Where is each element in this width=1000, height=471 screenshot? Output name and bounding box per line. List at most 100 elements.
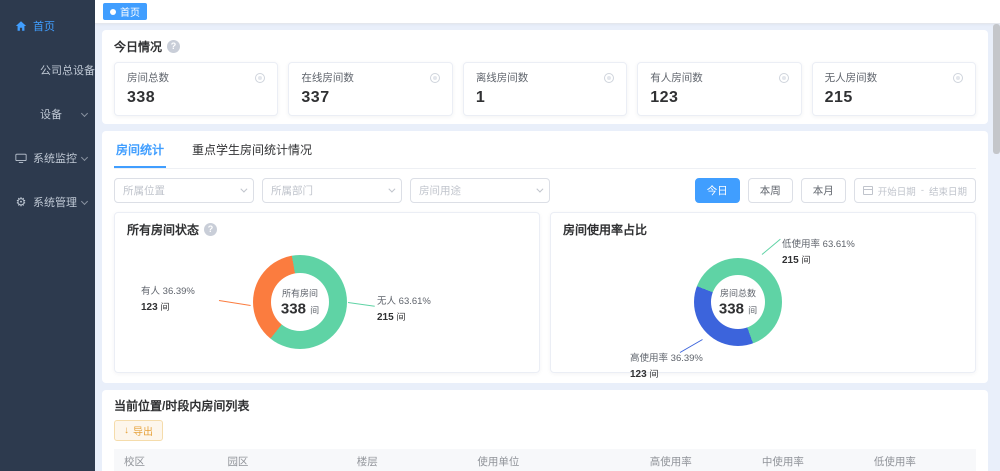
- usage-rate-chart: 房间总数 338 间 低使用率 63.61% 215 间 高使用率 36.39%: [563, 238, 963, 380]
- stats-tabs: 房间统计 重点学生房间统计情况: [114, 139, 976, 169]
- donut-center: 所有房间 338 间: [280, 288, 320, 318]
- select-placeholder: 房间用途: [419, 185, 461, 197]
- sidebar-item-devices[interactable]: 设备: [0, 92, 95, 136]
- calendar-icon: [862, 186, 873, 195]
- location-select[interactable]: 所属位置: [114, 178, 254, 203]
- stats-panel: 房间统计 重点学生房间统计情况 所属位置 所属部门 房间用途: [102, 131, 988, 383]
- stat-label: 无人房间数: [824, 72, 878, 84]
- scrollbar-thumb[interactable]: [993, 24, 1000, 154]
- department-select[interactable]: 所属部门: [262, 178, 402, 203]
- slice-label-high-usage: 高使用率 36.39% 123 间: [630, 353, 703, 380]
- chevron-down-icon: [240, 185, 248, 193]
- col-unit: 使用单位: [467, 449, 640, 471]
- sidebar-item-label: 系统监控: [33, 153, 77, 165]
- usage-rate-chart-card: 房间使用率占比 房间总数 338 间 低使用率 63.61% 215 间: [550, 212, 976, 380]
- date-range-picker[interactable]: 开始日期 - 结束日期: [853, 178, 976, 203]
- col-low-usage: 低使用率 房间数量 (间): [863, 449, 976, 471]
- ring-icon: [255, 72, 266, 83]
- content: 今日情况 房间总数 338 在线房间数 337 离线房间数 1: [95, 24, 1000, 471]
- gear-icon: ⚙: [15, 195, 27, 209]
- chevron-down-icon: [80, 153, 89, 162]
- stat-card-online-rooms: 在线房间数 337: [288, 62, 453, 116]
- usage-rate-donut: 房间总数 338 间 低使用率 63.61% 215 间 高使用率 36.39%: [630, 238, 855, 380]
- download-icon: ↓: [124, 425, 129, 436]
- tab-room-stats[interactable]: 房间统计: [114, 139, 167, 168]
- leader-line: [347, 302, 375, 307]
- sidebar-item-label: 首页: [33, 21, 55, 33]
- stat-value: 337: [301, 89, 330, 106]
- room-usage-select[interactable]: 房间用途: [410, 178, 550, 203]
- active-tab-dot-icon: [110, 8, 116, 15]
- col-park: 园区: [217, 449, 347, 471]
- tab-home[interactable]: 首页: [103, 3, 147, 20]
- col-mid-usage: 中使用率 房间数量 (间): [751, 449, 864, 471]
- slice-label-empty: 无人 63.61% 215 间: [377, 296, 431, 323]
- stat-value: 215: [824, 89, 853, 106]
- sidebar-item-home[interactable]: 首页: [0, 4, 95, 48]
- room-list-title: 当前位置/时段内房间列表: [114, 399, 250, 413]
- sidebar-item-system-admin[interactable]: ⚙ 系统管理: [0, 180, 95, 224]
- stat-value: 123: [650, 89, 679, 106]
- chevron-down-icon: [80, 197, 89, 206]
- ring-icon: [953, 72, 964, 83]
- stat-label: 房间总数: [127, 72, 169, 84]
- rooms-status-chart-card: 所有房间状态 所有房间 338 间 有人 36.39%: [114, 212, 540, 373]
- sidebar-item-company-devices[interactable]: 公司总设备: [0, 48, 95, 92]
- tab-key-student-room-stats[interactable]: 重点学生房间统计情况: [192, 143, 313, 157]
- stat-card-occupied-rooms: 有人房间数 123: [637, 62, 802, 116]
- room-table: 校区 园区 楼层 使用单位 高使用率 房间数量 (间) 中使用率 房间数量 (间…: [114, 449, 976, 471]
- chevron-down-icon: [80, 109, 89, 118]
- end-date-placeholder: 结束日期: [928, 186, 967, 198]
- ring-icon: [778, 72, 789, 83]
- sidebar-item-label: 设备: [40, 109, 62, 121]
- stat-card-total-rooms: 房间总数 338: [114, 62, 279, 116]
- ring-icon: [604, 72, 615, 83]
- filter-row: 所属位置 所属部门 房间用途 今日 本周 本月: [114, 178, 976, 203]
- donut-center: 房间总数 338 间: [718, 288, 758, 318]
- sidebar-item-system-monitor[interactable]: 系统监控: [0, 136, 95, 180]
- select-placeholder: 所属位置: [123, 185, 165, 197]
- col-high-usage: 高使用率 房间数量 (间): [639, 449, 752, 471]
- ring-icon: [429, 72, 440, 83]
- chevron-down-icon: [388, 185, 396, 193]
- rooms-status-donut: 所有房间 338 间 有人 36.39% 123 间 无人 63.61%: [141, 255, 431, 349]
- select-placeholder: 所属部门: [271, 185, 313, 197]
- home-icon: [14, 20, 28, 32]
- stat-value: 1: [475, 89, 486, 106]
- today-panel: 今日情况 房间总数 338 在线房间数 337 离线房间数 1: [102, 30, 988, 124]
- this-week-button[interactable]: 本周: [747, 178, 793, 203]
- today-title: 今日情况: [114, 40, 163, 54]
- monitor-icon: [14, 152, 28, 164]
- sidebar-item-label: 公司总设备: [40, 65, 95, 77]
- chart-title: 房间使用率占比: [563, 223, 648, 237]
- date-separator: -: [920, 185, 924, 196]
- sidebar-item-label: 系统管理: [33, 197, 77, 209]
- col-campus: 校区: [114, 449, 218, 471]
- chevron-down-icon: [536, 185, 544, 193]
- stat-cards: 房间总数 338 在线房间数 337 离线房间数 1 有人房间数 123: [114, 62, 977, 116]
- tab-label: 首页: [120, 8, 140, 19]
- stat-card-empty-rooms: 无人房间数 215: [811, 62, 977, 116]
- export-button[interactable]: ↓ 导出: [114, 420, 163, 441]
- stat-card-offline-rooms: 离线房间数 1: [462, 62, 628, 116]
- rooms-status-chart: 所有房间 338 间 有人 36.39% 123 间 无人 63.61%: [127, 238, 527, 366]
- tags-bar: 首页: [95, 0, 1000, 24]
- scrollbar: [993, 24, 1000, 471]
- help-icon[interactable]: [204, 223, 218, 236]
- room-list-panel: 当前位置/时段内房间列表 ↓ 导出 校区 园区 楼层: [102, 390, 988, 471]
- today-button[interactable]: 今日: [694, 178, 740, 203]
- period-controls: 今日 本周 本月 开始日期 - 结束日期: [694, 178, 976, 203]
- stat-label: 在线房间数: [301, 72, 354, 84]
- this-month-button[interactable]: 本月: [800, 178, 846, 203]
- help-icon[interactable]: [167, 40, 181, 53]
- stat-label: 离线房间数: [475, 72, 529, 84]
- leader-line: [218, 300, 251, 306]
- chart-title: 所有房间状态: [127, 223, 200, 237]
- col-floor: 楼层: [346, 449, 468, 471]
- slice-label-low-usage: 低使用率 63.61% 215 间: [782, 239, 855, 266]
- start-date-placeholder: 开始日期: [877, 186, 916, 198]
- charts-row: 所有房间状态 所有房间 338 间 有人 36.39%: [114, 212, 976, 380]
- slice-label-occupied: 有人 36.39% 123 间: [141, 286, 195, 313]
- stat-label: 有人房间数: [650, 72, 703, 84]
